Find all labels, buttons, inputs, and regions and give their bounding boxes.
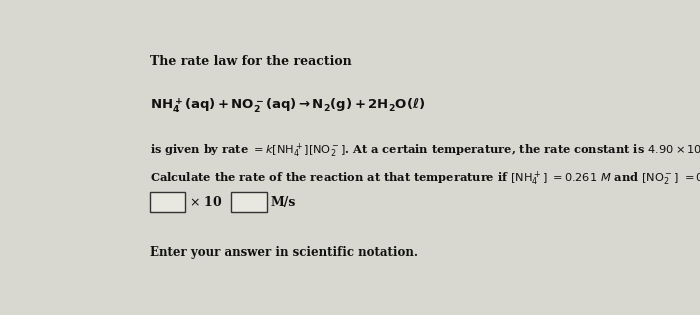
Text: M/s: M/s <box>271 196 296 209</box>
Text: Calculate the rate of the reaction at that temperature if $\mathrm{[NH_4^+]}$ $=: Calculate the rate of the reaction at th… <box>150 170 700 188</box>
FancyBboxPatch shape <box>231 192 267 212</box>
Text: is given by rate $= k\mathrm{[NH_4^+][NO_2^-]}$. At a certain temperature, the r: is given by rate $= k\mathrm{[NH_4^+][NO… <box>150 141 700 160</box>
Text: $\mathbf{NH_4^+(aq) + NO_2^-(aq) \rightarrow N_2(g) + 2H_2O(\ell)}$: $\mathbf{NH_4^+(aq) + NO_2^-(aq) \righta… <box>150 96 426 115</box>
Text: Enter your answer in scientific notation.: Enter your answer in scientific notation… <box>150 246 418 259</box>
FancyBboxPatch shape <box>150 192 185 212</box>
Text: $\times$ 10: $\times$ 10 <box>190 195 223 209</box>
Text: The rate law for the reaction: The rate law for the reaction <box>150 55 351 68</box>
